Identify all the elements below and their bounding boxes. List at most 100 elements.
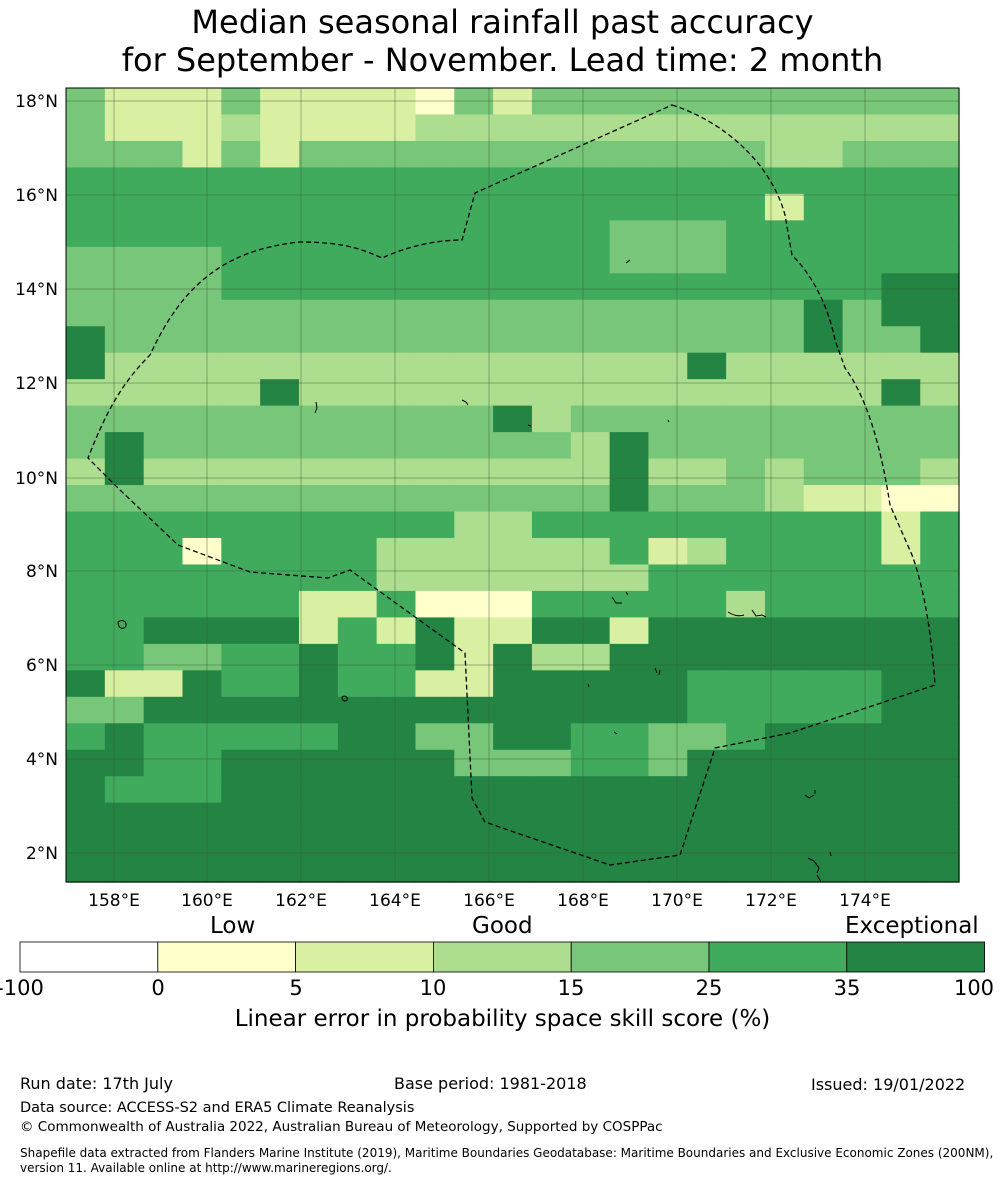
skill-cell xyxy=(648,723,688,751)
skill-cell xyxy=(104,379,145,407)
skill-cell xyxy=(376,326,417,354)
skill-cell xyxy=(531,511,572,539)
colorbar-segment xyxy=(708,941,848,973)
skill-cell xyxy=(221,696,261,724)
skill-cell xyxy=(803,432,844,460)
skill-cell xyxy=(66,723,106,751)
skill-cell xyxy=(337,432,378,460)
skill-cell xyxy=(182,564,222,592)
skill-cell xyxy=(493,617,533,645)
skill-cell xyxy=(609,193,650,221)
skill-cell xyxy=(298,590,339,618)
skill-cell xyxy=(842,829,883,857)
skill-cell xyxy=(648,246,688,274)
skill-cell xyxy=(66,193,106,221)
skill-cell xyxy=(337,590,378,618)
skill-cell xyxy=(842,193,883,221)
skill-cell xyxy=(298,776,339,804)
skill-cell xyxy=(182,590,222,618)
skill-cell xyxy=(493,537,533,566)
skill-cell xyxy=(376,193,417,221)
skill-cell xyxy=(648,326,688,354)
skill-cell xyxy=(104,564,145,592)
skill-cell xyxy=(687,432,727,460)
skill-cell xyxy=(337,405,378,433)
skill-cell xyxy=(687,485,727,513)
skill-cell xyxy=(376,432,417,460)
skill-cell xyxy=(764,88,805,116)
skill-cell xyxy=(570,458,611,486)
skill-cell xyxy=(687,405,727,433)
skill-cell xyxy=(764,802,805,830)
skill-cell xyxy=(920,432,960,460)
colorbar-tick-label: 35 xyxy=(833,976,861,1000)
skill-cell xyxy=(764,643,805,671)
skill-cell xyxy=(143,405,184,433)
skill-cell xyxy=(66,643,106,671)
skill-cell xyxy=(726,405,766,433)
skill-cell xyxy=(648,670,688,698)
colorbar-tick-label: 15 xyxy=(557,976,585,1000)
skill-cell xyxy=(493,776,533,804)
skill-cell xyxy=(454,485,494,513)
skill-cell xyxy=(454,670,494,698)
skill-cell xyxy=(493,802,533,830)
skill-cell xyxy=(531,458,572,486)
skill-cell xyxy=(920,88,960,116)
colorbar xyxy=(19,941,985,973)
skill-cell xyxy=(726,696,766,724)
skill-cell xyxy=(66,485,106,513)
skill-cell xyxy=(415,564,455,592)
skill-cell xyxy=(104,511,145,539)
skill-cell xyxy=(648,273,688,301)
skill-cell xyxy=(803,88,844,116)
longitude-tick-label: 158°E xyxy=(88,891,140,911)
skill-cell xyxy=(609,776,650,804)
skill-cell xyxy=(570,114,611,142)
skill-cell xyxy=(337,193,378,221)
island-outline xyxy=(611,591,629,604)
skill-cell xyxy=(337,273,378,301)
colorbar-tick-label: -100 xyxy=(0,976,44,1000)
skill-cell xyxy=(337,88,378,116)
skill-cell xyxy=(337,670,378,698)
skill-cell xyxy=(687,749,727,777)
skill-cell xyxy=(221,405,261,433)
skill-cell xyxy=(531,802,572,830)
skill-cell xyxy=(454,696,494,724)
skill-cell xyxy=(803,696,844,724)
skill-cell xyxy=(531,379,572,407)
skill-cell xyxy=(726,802,766,830)
skill-cell xyxy=(143,855,184,883)
skill-cell xyxy=(726,749,766,777)
skill-cell xyxy=(881,829,921,857)
skill-cell xyxy=(260,458,300,486)
skill-cell xyxy=(221,432,261,460)
skill-cell xyxy=(221,590,261,618)
skill-cell xyxy=(182,749,222,777)
skill-cell xyxy=(260,246,300,274)
skill-cell xyxy=(842,220,883,248)
skill-cell xyxy=(881,88,921,116)
skill-cell xyxy=(881,617,921,645)
copyright-notice: © Commonwealth of Australia 2022, Austra… xyxy=(20,1119,663,1135)
skill-cell xyxy=(376,114,417,142)
skill-cell xyxy=(182,696,222,724)
skill-cell xyxy=(531,643,572,671)
skill-cell xyxy=(104,696,145,724)
skill-cell xyxy=(726,432,766,460)
skill-cell xyxy=(221,617,261,645)
skill-cell xyxy=(764,114,805,142)
skill-cell xyxy=(687,246,727,274)
skill-cell xyxy=(337,485,378,513)
skill-cell xyxy=(881,193,921,221)
skill-cell xyxy=(66,670,106,698)
skill-cell xyxy=(803,114,844,142)
colorbar-segment xyxy=(432,941,572,973)
skill-cell xyxy=(337,776,378,804)
skill-cell xyxy=(260,326,300,354)
skill-cell xyxy=(609,379,650,407)
skill-cell xyxy=(648,432,688,460)
latitude-tick-label: 14°N xyxy=(15,280,58,300)
skill-cell xyxy=(66,432,106,460)
